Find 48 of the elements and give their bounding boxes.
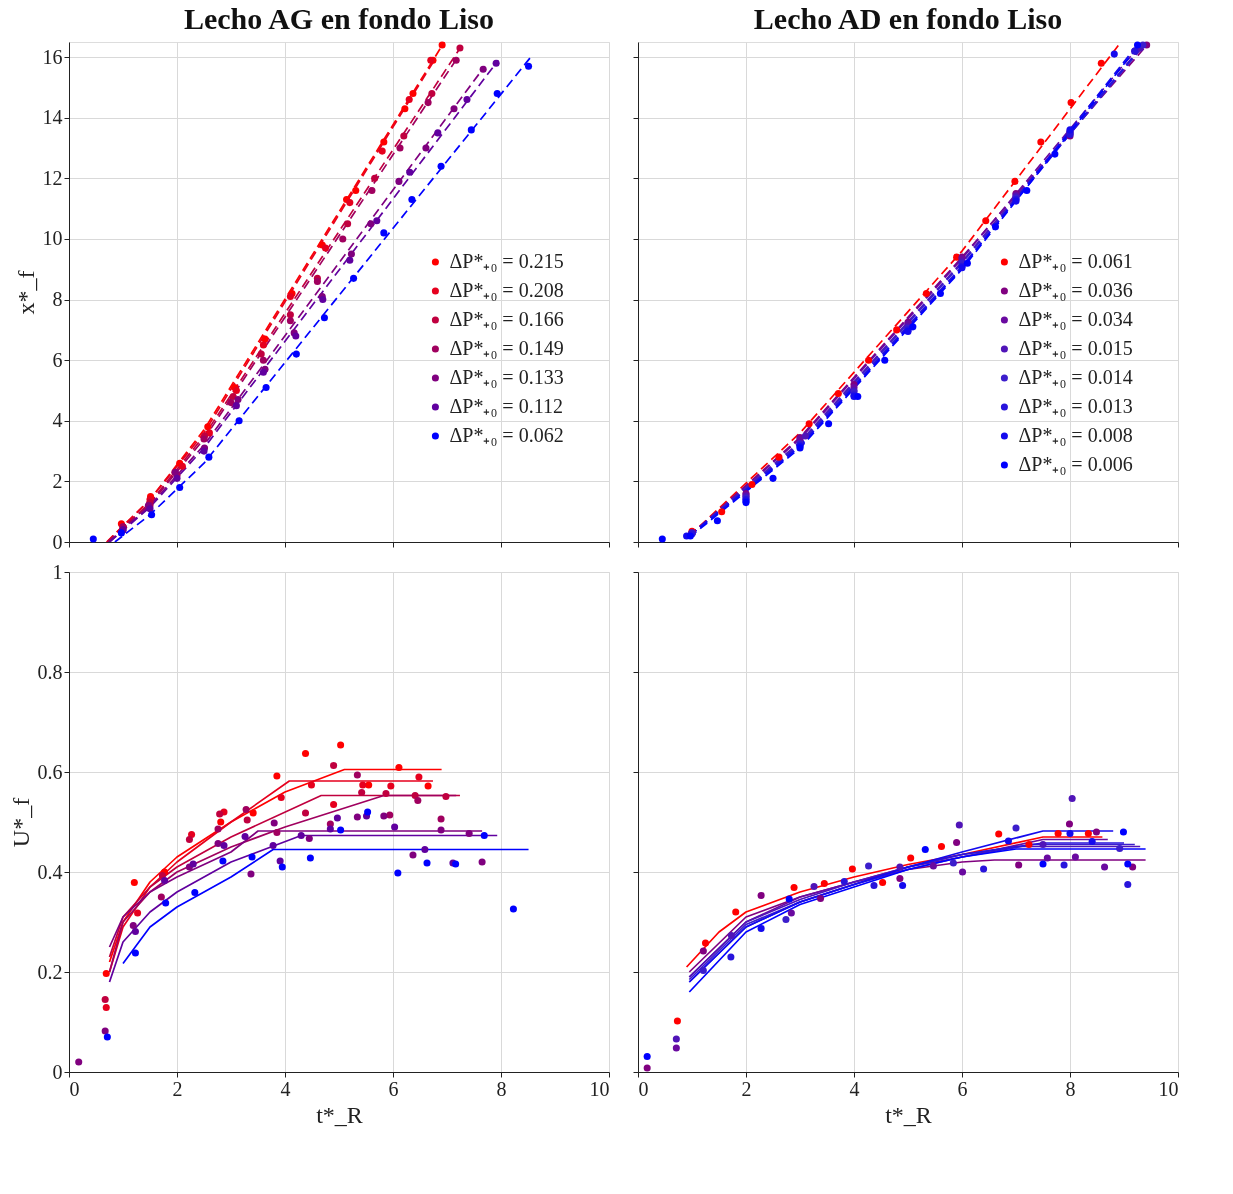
y-tick-label: 0: [52, 530, 63, 553]
x-tick-label: 0: [69, 1077, 80, 1100]
chart-title: Lecho AG en fondo Liso: [183, 2, 495, 36]
x-tick-label: 4: [280, 1077, 291, 1100]
y-tick-label: 8: [52, 288, 63, 311]
legend-label: ΔP*₊₀ = 0.149: [449, 337, 564, 359]
legend-label: ΔP*₊₀ = 0.166: [449, 308, 564, 330]
y-tick-label: 1: [52, 560, 63, 583]
x-tick-label: 6: [957, 1077, 968, 1100]
x-axis-title: t*_R: [316, 1101, 363, 1128]
legend-label: ΔP*₊₀ = 0.208: [449, 279, 564, 301]
legend-label: ΔP*₊₀ = 0.013: [1018, 395, 1133, 417]
x-tick-label: 10: [1158, 1077, 1179, 1100]
legend-label: ΔP*₊₀ = 0.062: [449, 424, 564, 446]
y-axis-title: x*_f: [12, 270, 39, 315]
legend-label: ΔP*₊₀ = 0.061: [1018, 250, 1133, 272]
y-tick-label: 0.8: [37, 660, 63, 683]
chart-title: Lecho AD en fondo Liso: [753, 2, 1063, 36]
y-tick-label: 0.4: [37, 860, 63, 883]
x-tick-label: 6: [388, 1077, 399, 1100]
x-tick-label: 2: [741, 1077, 752, 1100]
y-tick-label: 6: [52, 348, 63, 371]
y-tick-label: 14: [42, 106, 63, 129]
x-tick-label: 8: [1065, 1077, 1076, 1100]
legend-label: ΔP*₊₀ = 0.014: [1018, 366, 1133, 388]
y-tick-label: 10: [42, 227, 63, 250]
y-tick-label: 0.2: [37, 960, 63, 983]
y-tick-label: 0.6: [37, 760, 63, 783]
legend-label: ΔP*₊₀ = 0.006: [1018, 453, 1133, 475]
y-tick-label: 2: [52, 469, 63, 492]
x-axis-title: t*_R: [885, 1101, 932, 1128]
x-tick-label: 10: [589, 1077, 610, 1100]
x-tick-label: 8: [496, 1077, 507, 1100]
legend-label: ΔP*₊₀ = 0.133: [449, 366, 564, 388]
y-tick-label: 4: [52, 409, 63, 432]
y-tick-label: 12: [42, 166, 63, 189]
legend-label: ΔP*₊₀ = 0.215: [449, 250, 564, 272]
x-tick-label: 4: [849, 1077, 860, 1100]
legend-label: ΔP*₊₀ = 0.034: [1018, 308, 1133, 330]
y-tick-label: 0: [52, 1060, 63, 1083]
legend-label: ΔP*₊₀ = 0.036: [1018, 279, 1133, 301]
x-tick-label: 0: [638, 1077, 649, 1100]
legend-label: ΔP*₊₀ = 0.008: [1018, 424, 1133, 446]
y-tick-label: 16: [42, 45, 63, 68]
x-tick-label: 2: [172, 1077, 183, 1100]
legend-label: ΔP*₊₀ = 0.112: [449, 395, 563, 417]
y-axis-title: U*_f: [7, 797, 34, 848]
legend-label: ΔP*₊₀ = 0.015: [1018, 337, 1133, 359]
